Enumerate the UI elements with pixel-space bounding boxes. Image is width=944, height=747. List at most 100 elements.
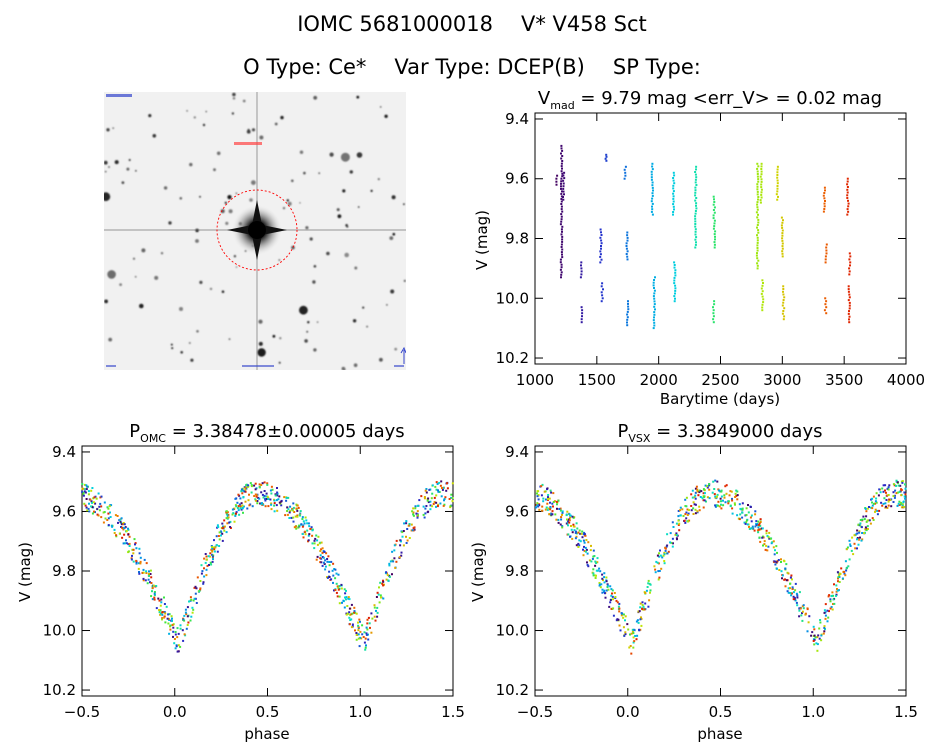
data-point [639, 602, 642, 605]
data-point [776, 168, 779, 171]
data-point [176, 650, 179, 653]
sky-star [299, 150, 304, 154]
data-point [555, 518, 558, 521]
data-point [750, 520, 753, 523]
data-point [299, 512, 302, 515]
data-point [762, 544, 764, 547]
data-point [672, 190, 675, 193]
data-point [250, 485, 253, 488]
data-point [640, 617, 643, 620]
data-point [203, 567, 205, 570]
data-point [791, 586, 794, 589]
data-point [785, 563, 788, 566]
data-point [783, 578, 786, 581]
data-point [559, 261, 562, 264]
data-point [756, 224, 759, 226]
data-point [694, 230, 697, 233]
data-point [337, 586, 340, 589]
data-point [142, 571, 145, 574]
data-point [307, 534, 310, 537]
data-point [611, 592, 613, 595]
data-point [876, 509, 879, 512]
data-point [720, 503, 722, 506]
data-point [780, 216, 783, 219]
data-point [662, 554, 665, 557]
data-point [560, 182, 562, 185]
data-point [175, 645, 178, 648]
data-point [261, 502, 263, 505]
data-point [278, 495, 281, 498]
data-point [448, 498, 451, 500]
data-point [605, 155, 608, 158]
data-point [192, 608, 195, 611]
data-point [781, 247, 784, 250]
data-point [408, 523, 411, 525]
phase-vsx-frame [534, 445, 907, 697]
data-point [412, 507, 415, 510]
data-point [241, 492, 244, 495]
data-point [798, 607, 801, 610]
data-point [586, 552, 589, 555]
data-point [682, 515, 685, 517]
data-point [758, 528, 761, 531]
data-point [757, 165, 760, 168]
data-point [755, 254, 758, 257]
data-point [705, 500, 707, 503]
data-point [586, 563, 589, 566]
data-point [218, 545, 221, 547]
sky-star [154, 275, 159, 280]
data-point [547, 496, 549, 499]
data-point [621, 612, 624, 615]
lightcurve-ylabel: V (mag) [473, 210, 491, 270]
data-point [431, 484, 434, 487]
data-point [695, 176, 698, 179]
data-point [301, 518, 304, 520]
data-point [651, 192, 654, 195]
data-point [275, 504, 278, 507]
y-tick-label: 9.8 [505, 230, 529, 248]
data-point [435, 501, 438, 504]
data-point [731, 499, 734, 502]
data-point [280, 504, 283, 507]
data-point [541, 483, 544, 486]
data-point [708, 483, 711, 486]
data-point [444, 496, 447, 499]
y-tick-label: 9.8 [505, 562, 529, 580]
data-point [848, 301, 851, 304]
data-point [756, 249, 759, 252]
data-point [845, 567, 848, 570]
sky-star [258, 319, 263, 324]
data-point [692, 513, 695, 515]
data-point [729, 490, 732, 493]
data-point [744, 522, 747, 525]
data-point [897, 484, 900, 487]
data-point [217, 535, 220, 537]
sky-star [313, 348, 317, 352]
data-point [388, 574, 391, 577]
data-point [561, 190, 563, 193]
data-point [235, 512, 237, 515]
data-point [261, 482, 264, 485]
data-point [684, 513, 687, 516]
data-point [225, 517, 228, 520]
phase-omc-title: POMC = 3.38478±0.00005 days [129, 421, 404, 445]
data-point [546, 487, 549, 490]
sky-star [104, 160, 108, 165]
data-point [813, 628, 816, 631]
data-point [582, 548, 584, 551]
data-point [694, 487, 697, 490]
data-point [702, 492, 705, 495]
data-point [344, 592, 347, 595]
data-point [218, 531, 221, 534]
data-point [822, 210, 825, 213]
data-point [400, 554, 403, 557]
data-point [560, 192, 563, 195]
data-point [820, 634, 823, 637]
data-point [885, 505, 887, 508]
data-point [150, 595, 153, 598]
data-point [185, 613, 188, 616]
data-point [759, 518, 762, 521]
data-point [450, 493, 453, 496]
data-point [97, 492, 100, 495]
data-point [130, 557, 133, 560]
